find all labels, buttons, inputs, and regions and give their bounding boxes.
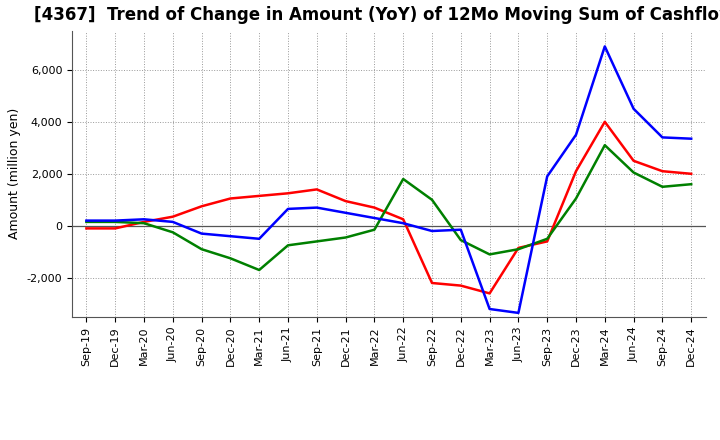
Operating Cashflow — [255, 193, 264, 198]
Investing Cashflow — [629, 170, 638, 175]
Investing Cashflow — [399, 176, 408, 182]
Operating Cashflow — [572, 169, 580, 174]
Free Cashflow — [140, 216, 148, 222]
Operating Cashflow — [226, 196, 235, 201]
Free Cashflow — [168, 219, 177, 224]
Operating Cashflow — [687, 171, 696, 176]
Line: Investing Cashflow: Investing Cashflow — [86, 145, 691, 270]
Free Cashflow — [687, 136, 696, 141]
Investing Cashflow — [341, 235, 350, 240]
Free Cashflow — [572, 132, 580, 137]
Y-axis label: Amount (million yen): Amount (million yen) — [8, 108, 21, 239]
Operating Cashflow — [485, 291, 494, 296]
Investing Cashflow — [168, 230, 177, 235]
Investing Cashflow — [572, 196, 580, 201]
Investing Cashflow — [111, 219, 120, 224]
Free Cashflow — [514, 310, 523, 315]
Operating Cashflow — [543, 239, 552, 244]
Investing Cashflow — [428, 197, 436, 202]
Operating Cashflow — [399, 216, 408, 222]
Operating Cashflow — [82, 226, 91, 231]
Free Cashflow — [197, 231, 206, 236]
Operating Cashflow — [456, 283, 465, 288]
Operating Cashflow — [197, 204, 206, 209]
Title: [4367]  Trend of Change in Amount (YoY) of 12Mo Moving Sum of Cashflows: [4367] Trend of Change in Amount (YoY) o… — [34, 6, 720, 24]
Investing Cashflow — [312, 239, 321, 244]
Investing Cashflow — [687, 182, 696, 187]
Line: Operating Cashflow: Operating Cashflow — [86, 122, 691, 293]
Operating Cashflow — [284, 191, 292, 196]
Investing Cashflow — [485, 252, 494, 257]
Operating Cashflow — [600, 119, 609, 125]
Free Cashflow — [485, 306, 494, 312]
Free Cashflow — [428, 228, 436, 234]
Free Cashflow — [600, 44, 609, 49]
Operating Cashflow — [370, 205, 379, 210]
Free Cashflow — [341, 210, 350, 216]
Operating Cashflow — [341, 198, 350, 204]
Free Cashflow — [629, 106, 638, 111]
Free Cashflow — [456, 227, 465, 232]
Free Cashflow — [255, 236, 264, 242]
Investing Cashflow — [600, 143, 609, 148]
Line: Free Cashflow: Free Cashflow — [86, 46, 691, 313]
Investing Cashflow — [226, 256, 235, 261]
Free Cashflow — [399, 220, 408, 226]
Free Cashflow — [312, 205, 321, 210]
Operating Cashflow — [168, 214, 177, 219]
Operating Cashflow — [111, 226, 120, 231]
Operating Cashflow — [312, 187, 321, 192]
Free Cashflow — [370, 215, 379, 220]
Investing Cashflow — [543, 236, 552, 242]
Free Cashflow — [658, 135, 667, 140]
Free Cashflow — [543, 174, 552, 179]
Operating Cashflow — [140, 219, 148, 224]
Operating Cashflow — [629, 158, 638, 163]
Operating Cashflow — [514, 245, 523, 250]
Investing Cashflow — [658, 184, 667, 190]
Investing Cashflow — [255, 268, 264, 273]
Investing Cashflow — [370, 227, 379, 232]
Investing Cashflow — [197, 246, 206, 252]
Investing Cashflow — [140, 220, 148, 226]
Free Cashflow — [111, 218, 120, 223]
Operating Cashflow — [428, 280, 436, 286]
Investing Cashflow — [284, 242, 292, 248]
Investing Cashflow — [514, 246, 523, 252]
Free Cashflow — [82, 218, 91, 223]
Investing Cashflow — [456, 238, 465, 243]
Free Cashflow — [226, 234, 235, 239]
Free Cashflow — [284, 206, 292, 212]
Investing Cashflow — [82, 219, 91, 224]
Operating Cashflow — [658, 169, 667, 174]
